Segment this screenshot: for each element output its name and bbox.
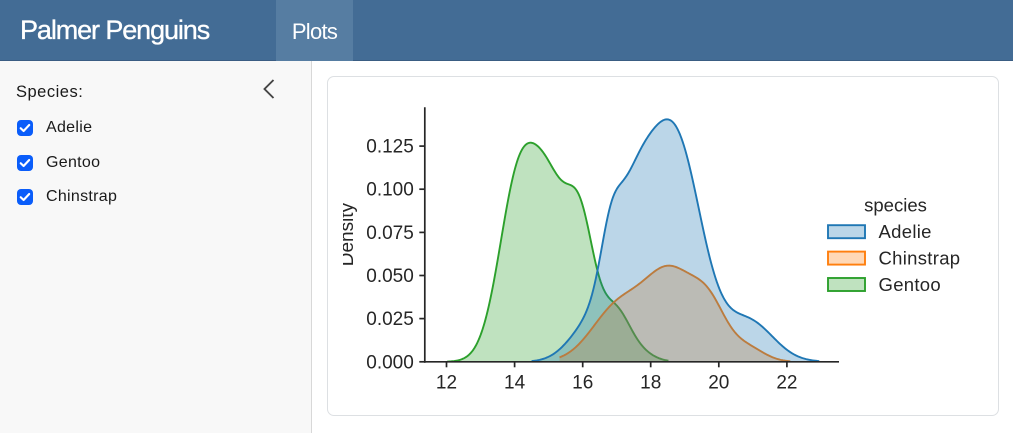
svg-text:18: 18: [640, 372, 661, 393]
svg-text:20: 20: [708, 372, 729, 393]
svg-text:16: 16: [572, 372, 593, 393]
svg-text:Gentoo: Gentoo: [879, 274, 942, 295]
svg-text:0.000: 0.000: [366, 352, 414, 373]
svg-text:species: species: [864, 195, 927, 216]
svg-text:0.100: 0.100: [366, 180, 414, 201]
svg-text:14: 14: [504, 372, 526, 393]
svg-text:Chinstrap: Chinstrap: [879, 247, 961, 268]
svg-text:0.125: 0.125: [366, 137, 414, 158]
svg-text:0.025: 0.025: [366, 309, 414, 330]
svg-text:Adelie: Adelie: [879, 221, 932, 242]
svg-text:12: 12: [436, 372, 457, 393]
svg-text:0.050: 0.050: [366, 266, 414, 287]
svg-text:22: 22: [776, 372, 797, 393]
svg-text:Density: Density: [343, 202, 358, 266]
svg-text:0.075: 0.075: [366, 223, 414, 244]
